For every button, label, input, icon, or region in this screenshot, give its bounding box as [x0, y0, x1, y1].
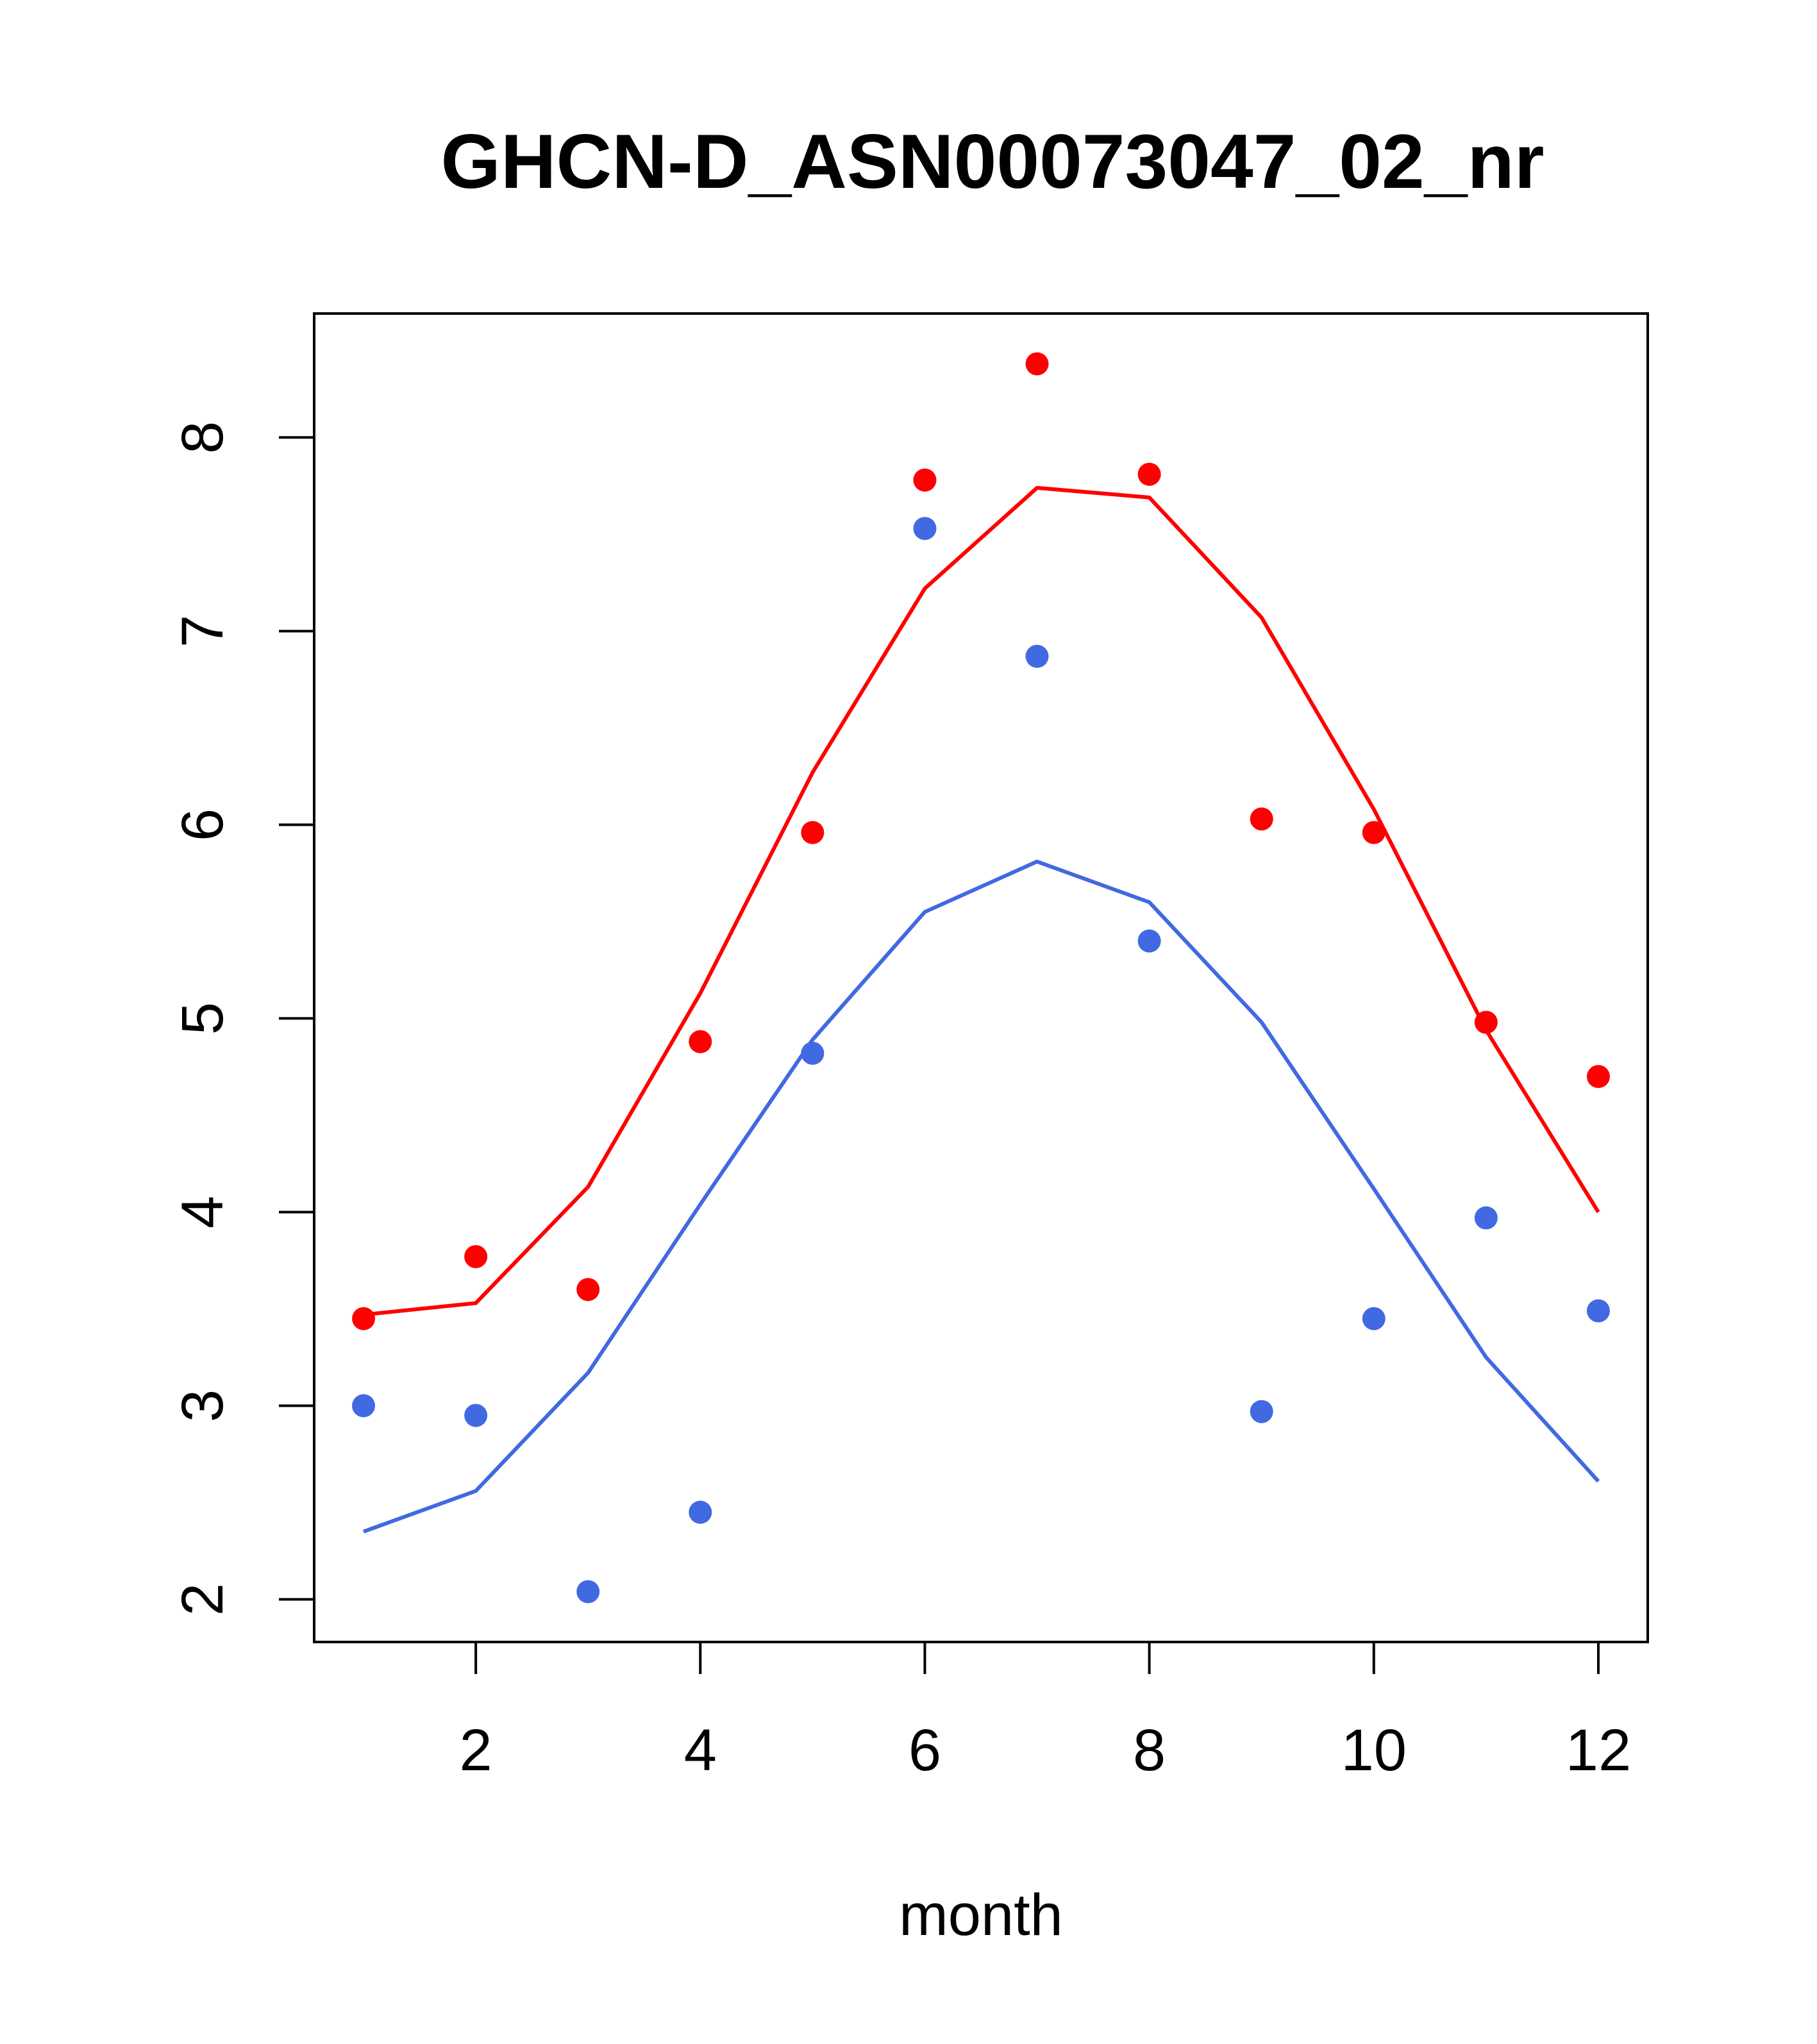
- series-1-line: [363, 485, 1600, 1317]
- x-tick-label: 2: [460, 1718, 492, 1783]
- y-tick-label: 6: [170, 808, 235, 841]
- series-1-point: [1137, 462, 1161, 486]
- y-tick-label: 7: [170, 615, 235, 648]
- y-tick-label: 3: [170, 1389, 235, 1422]
- series-1-point: [1250, 807, 1273, 831]
- chart-title: GHCN-D_ASN00073047_02_nr: [441, 119, 1545, 205]
- x-axis-label: month: [899, 1882, 1063, 1948]
- series-2-point: [1137, 929, 1161, 953]
- x-tick-label: 8: [1133, 1718, 1166, 1783]
- series-1-point: [1362, 821, 1386, 844]
- series-1-point: [801, 821, 825, 844]
- series-2-point: [1474, 1206, 1498, 1230]
- series-1-point: [1474, 1010, 1498, 1034]
- series-1-point: [1025, 352, 1049, 376]
- series-1-point: [1586, 1065, 1610, 1089]
- series-2-point: [913, 517, 937, 540]
- series-1-point: [576, 1278, 600, 1302]
- series-2-point: [352, 1394, 376, 1418]
- plot-frame: [313, 312, 1649, 1643]
- series-1: [352, 352, 1610, 1330]
- x-axis: 2 4 6 8 10 12: [460, 1641, 1631, 1783]
- series-2-point: [1250, 1400, 1273, 1423]
- series-2-point: [689, 1500, 712, 1524]
- series-1-point: [913, 468, 937, 492]
- series-2-point: [576, 1580, 600, 1604]
- series-layer: [352, 352, 1610, 1604]
- series-2-point: [1586, 1299, 1610, 1323]
- y-tick-label: 4: [170, 1196, 235, 1228]
- y-tick-label: 8: [170, 421, 235, 454]
- series-1-point: [464, 1244, 488, 1268]
- series-2: [352, 517, 1610, 1604]
- y-tick-label: 5: [170, 1002, 235, 1035]
- series-2-line: [363, 859, 1600, 1534]
- y-tick-label: 2: [170, 1583, 235, 1616]
- x-tick-label: 12: [1566, 1718, 1631, 1783]
- series-2-point: [801, 1041, 825, 1065]
- x-tick-label: 10: [1341, 1718, 1407, 1783]
- y-axis: 2 3 4 5 6 7 8: [170, 421, 315, 1616]
- series-2-point: [1025, 644, 1049, 668]
- series-1-point: [689, 1030, 712, 1053]
- x-tick-label: 6: [908, 1718, 941, 1783]
- x-tick-label: 4: [684, 1718, 717, 1783]
- series-2-point: [1362, 1307, 1386, 1330]
- series-1-point: [352, 1307, 376, 1330]
- series-2-point: [464, 1403, 488, 1427]
